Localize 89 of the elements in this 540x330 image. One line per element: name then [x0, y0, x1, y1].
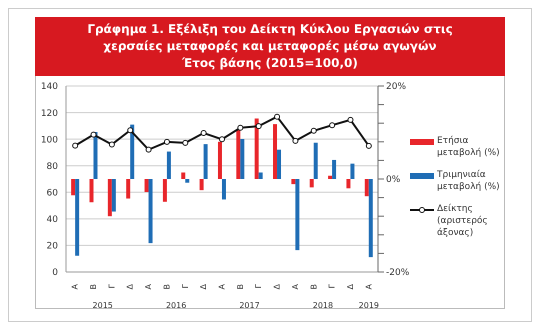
legend-label: Δείκτης (αριστερός άξονας)	[437, 203, 489, 239]
bar	[89, 179, 94, 202]
point	[347, 116, 354, 123]
bar	[112, 179, 116, 212]
bar	[314, 142, 318, 179]
bar	[364, 179, 369, 196]
legend-label: Τριμηνιαία μεταβολή (%)	[437, 169, 501, 193]
bar	[236, 129, 240, 179]
x-tick-label: Δ	[346, 283, 355, 290]
bar	[108, 179, 112, 216]
point	[72, 142, 78, 149]
bar	[295, 179, 300, 250]
x-tick-label: Α	[290, 283, 300, 290]
x-tick-label: Β	[236, 284, 245, 290]
x-tick-label: Β	[162, 284, 172, 290]
bar	[310, 179, 314, 188]
bar	[200, 179, 204, 190]
bar	[166, 152, 171, 179]
bar	[277, 150, 282, 179]
bar	[93, 132, 98, 179]
point	[146, 146, 152, 153]
point	[182, 140, 188, 146]
point	[256, 123, 262, 130]
bar	[254, 118, 259, 179]
bar	[130, 124, 134, 179]
x-tick-label: Β	[309, 284, 318, 290]
bar	[291, 179, 296, 184]
y-tick-label: 140	[40, 82, 58, 92]
chart-title: Γράφημα 1. Εξέλιξη του Δείκτη Κύκλου Εργασιών στις χερσαίες μεταφορές και μεταφορές μέσω αγωγών	[86, 21, 454, 55]
y-tick-label: 0	[52, 268, 58, 278]
bar	[126, 179, 130, 199]
y-tick-label: 120	[40, 108, 58, 119]
point	[219, 136, 225, 142]
bar	[368, 179, 373, 258]
y2-tick-label: -20%	[386, 268, 410, 278]
y2-tick-label: 0%	[386, 175, 401, 186]
x-tick-label: Α	[144, 283, 154, 290]
bar	[204, 144, 208, 179]
x-tick-label: Γ	[107, 283, 116, 288]
text: 2018	[312, 301, 334, 310]
point	[329, 122, 336, 128]
text: 2017	[239, 301, 260, 310]
text: 2015	[92, 301, 113, 310]
y-tick-label: 80	[46, 162, 58, 172]
point	[164, 138, 170, 145]
x-tick-label: Γ	[180, 283, 190, 288]
x-tick-label: Γ	[328, 283, 337, 288]
bar	[218, 142, 222, 179]
bar	[75, 179, 80, 256]
x-tick-label: Α	[70, 283, 80, 290]
point	[274, 114, 280, 120]
point	[127, 127, 134, 134]
x-tick-label: Γ	[254, 283, 264, 288]
bar	[350, 164, 354, 179]
bar	[71, 179, 76, 196]
chart-subtitle: Έτος βάσης (2015=100,0)	[181, 55, 359, 72]
bar	[162, 179, 167, 202]
bar	[258, 172, 263, 179]
text: 2016	[166, 301, 186, 310]
point	[90, 132, 97, 138]
text: 2019	[358, 301, 380, 310]
x-tick-label: Δ	[272, 283, 282, 290]
point	[366, 142, 372, 149]
point	[237, 124, 244, 131]
point	[200, 130, 207, 136]
point	[310, 128, 317, 134]
point	[292, 138, 298, 144]
y2-tick-label: 20%	[386, 82, 406, 92]
bar	[240, 139, 244, 179]
x-tick-label: Α	[364, 283, 374, 290]
y-tick-label: 60	[46, 188, 58, 198]
bar	[181, 172, 186, 179]
bar	[273, 124, 278, 179]
x-tick-label: Δ	[126, 283, 135, 290]
legend-label: Ετήσια μεταβολή (%)	[437, 135, 501, 159]
bar	[332, 160, 336, 179]
bar	[222, 179, 226, 200]
y-tick-label: 20	[46, 242, 58, 252]
x-tick-label: Β	[89, 284, 98, 290]
bar	[328, 176, 332, 179]
bar	[185, 179, 190, 183]
bar	[346, 179, 350, 188]
bar	[144, 179, 149, 192]
x-tick-label: Α	[218, 283, 226, 290]
y-tick-label: 40	[46, 215, 58, 226]
bar	[148, 179, 153, 244]
point	[108, 141, 115, 148]
y-tick-label: 100	[40, 135, 58, 146]
x-tick-label: Δ	[199, 283, 208, 290]
